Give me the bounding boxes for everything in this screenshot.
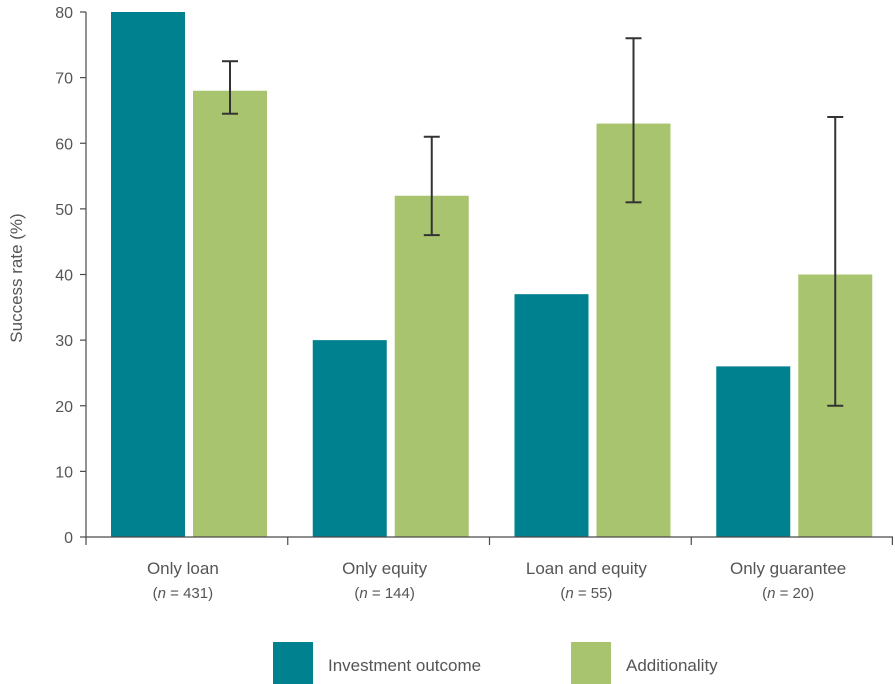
bar-investment-outcome (111, 12, 185, 537)
y-tick-label: 60 (55, 136, 73, 153)
category-label: Only guarantee (730, 559, 846, 578)
category-label: Only loan (147, 559, 219, 578)
y-tick-label: 50 (55, 202, 73, 219)
category-label: Loan and equity (526, 559, 647, 578)
legend-swatch (273, 642, 313, 684)
bar-additionality (394, 195, 469, 537)
error-bars (222, 37, 844, 407)
y-tick-label: 40 (55, 268, 73, 285)
y-tick-label: 80 (55, 5, 73, 22)
category-n-label: (n = 144) (354, 585, 414, 602)
x-axis (85, 536, 894, 545)
bar-investment-outcome (312, 340, 387, 537)
category-n-label: (n = 20) (762, 585, 814, 602)
y-tick-label: 70 (55, 71, 73, 88)
legend-swatch (571, 642, 611, 684)
bars (111, 12, 873, 537)
bar-additionality (193, 90, 267, 537)
category-n-label: (n = 431) (153, 585, 213, 602)
category-n-label: (n = 55) (560, 585, 612, 602)
y-tick-label: 10 (55, 464, 73, 481)
x-axis-labels: Only loan (n = 431) Only equity (n = 144) Lo… (147, 559, 846, 602)
y-tick-label: 30 (55, 333, 73, 350)
y-tick-label: 20 (55, 399, 73, 416)
y-axis: 0 10 20 30 40 50 60 70 80 (55, 5, 87, 547)
y-tick-label: 0 (64, 530, 73, 547)
legend: Investment outcome Additionality (273, 642, 718, 684)
legend-label: Investment outcome (328, 656, 481, 675)
category-label: Only equity (342, 559, 428, 578)
y-axis-label: Success rate (%) (7, 213, 26, 342)
bar-investment-outcome (514, 294, 589, 537)
legend-label: Additionality (626, 656, 718, 675)
bar-investment-outcome (716, 366, 791, 537)
